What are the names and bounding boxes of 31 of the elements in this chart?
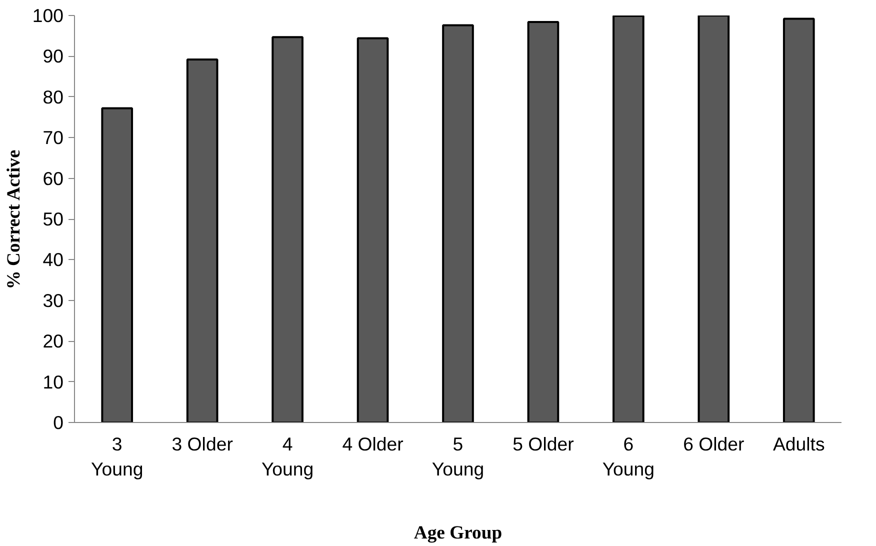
x-tick-label: Adults	[772, 434, 825, 454]
bar	[612, 16, 644, 422]
y-tick-label: 80	[42, 86, 64, 108]
bar	[101, 107, 134, 422]
x-tick-label: 6 Older	[683, 434, 744, 454]
bar	[698, 16, 730, 422]
x-tick-label: 3 Young	[90, 434, 144, 480]
y-axis-title: % Correct Active	[3, 150, 24, 290]
bar	[186, 58, 218, 422]
y-tick-label: 10	[42, 371, 64, 392]
x-tick-label: 4 Older	[342, 434, 404, 454]
x-tick-label: 6 Young	[602, 434, 655, 480]
x-axis-title: Age Group	[414, 522, 502, 544]
x-tick-label: 5 Young	[432, 434, 484, 480]
y-tick-label: 90	[42, 46, 64, 67]
bar	[356, 37, 389, 422]
y-tick-label: 30	[42, 290, 64, 311]
x-tick-label: 3 Older	[172, 434, 233, 454]
y-tick-label: 60	[42, 168, 64, 189]
y-tick-label: 0	[53, 412, 64, 433]
y-tick-label: 50	[42, 208, 64, 230]
x-tick-label: 4 Young	[261, 434, 314, 480]
y-tick-label: 40	[42, 249, 64, 270]
y-tick-label: 100	[32, 5, 64, 26]
bar	[527, 21, 560, 422]
bar	[782, 18, 815, 422]
x-tick-label: 5 Older	[512, 434, 574, 454]
y-tick-label: 20	[42, 330, 64, 352]
bar	[272, 36, 304, 422]
bar	[442, 24, 474, 422]
y-tick-label: 70	[42, 127, 64, 148]
